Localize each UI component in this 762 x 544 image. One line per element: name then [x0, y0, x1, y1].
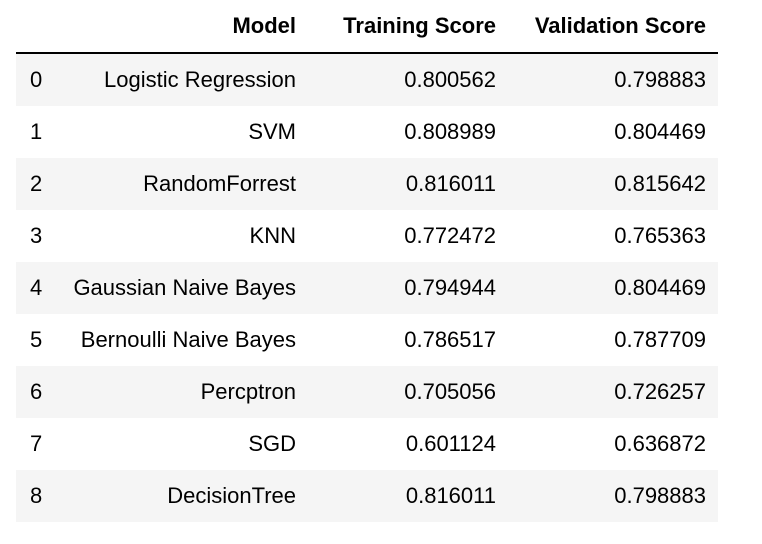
row-index: 3: [30, 223, 43, 248]
row-index: 7: [30, 431, 43, 456]
row-index: 5: [30, 327, 43, 352]
header-row: Model Training Score Validation Score: [16, 0, 718, 54]
column-header-index: [16, 0, 58, 54]
table-row: 6 Percptron 0.705056 0.726257: [16, 366, 718, 418]
validation-score-cell: 0.815642: [614, 171, 706, 196]
validation-score-cell: 0.804469: [614, 119, 706, 144]
validation-score-cell: 0.787709: [614, 327, 706, 352]
row-index: 0: [30, 67, 43, 92]
training-score-cell: 0.772472: [404, 223, 496, 248]
column-header-model: Model: [58, 0, 308, 54]
training-score-cell: 0.816011: [405, 171, 496, 196]
row-index: 2: [30, 171, 43, 196]
training-score-cell: 0.808989: [404, 119, 496, 144]
validation-score-cell: 0.798883: [614, 483, 706, 508]
row-index: 4: [30, 275, 43, 300]
table-row: 1 SVM 0.808989 0.804469: [16, 106, 718, 158]
training-score-cell: 0.705056: [404, 379, 496, 404]
model-cell: Logistic Regression: [104, 67, 296, 92]
training-score-cell: 0.601124: [405, 431, 496, 456]
training-score-cell: 0.816011: [405, 483, 496, 508]
table-row: 5 Bernoulli Naive Bayes 0.786517 0.78770…: [16, 314, 718, 366]
column-header-validation-score: Validation Score: [508, 0, 718, 54]
table-row: 2 RandomForrest 0.816011 0.815642: [16, 158, 718, 210]
row-index: 8: [30, 483, 43, 508]
results-table: Model Training Score Validation Score 0 …: [16, 0, 718, 522]
column-header-training-score: Training Score: [308, 0, 508, 54]
validation-score-cell: 0.804469: [614, 275, 706, 300]
training-score-cell: 0.786517: [404, 327, 496, 352]
model-cell: Bernoulli Naive Bayes: [80, 327, 296, 352]
model-cell: DecisionTree: [167, 483, 296, 508]
training-score-cell: 0.800562: [404, 67, 496, 92]
model-cell: SVM: [248, 119, 296, 144]
validation-score-cell: 0.726257: [614, 379, 706, 404]
training-score-cell: 0.794944: [404, 275, 496, 300]
dataframe-output: Model Training Score Validation Score 0 …: [16, 0, 718, 522]
row-index: 6: [30, 379, 43, 404]
table-row: 0 Logistic Regression 0.800562 0.798883: [16, 53, 718, 106]
table-row: 8 DecisionTree 0.816011 0.798883: [16, 470, 718, 522]
model-cell: KNN: [249, 223, 296, 248]
row-index: 1: [30, 119, 43, 144]
model-cell: RandomForrest: [143, 171, 296, 196]
model-cell: SGD: [248, 431, 296, 456]
model-cell: Gaussian Naive Bayes: [73, 275, 296, 300]
table-row: 7 SGD 0.601124 0.636872: [16, 418, 718, 470]
validation-score-cell: 0.765363: [614, 223, 706, 248]
validation-score-cell: 0.798883: [614, 67, 706, 92]
table-row: 3 KNN 0.772472 0.765363: [16, 210, 718, 262]
table-header: Model Training Score Validation Score: [16, 0, 718, 54]
table-row: 4 Gaussian Naive Bayes 0.794944 0.804469: [16, 262, 718, 314]
validation-score-cell: 0.636872: [614, 431, 706, 456]
model-cell: Percptron: [200, 379, 296, 404]
table-body: 0 Logistic Regression 0.800562 0.798883 …: [16, 53, 718, 522]
